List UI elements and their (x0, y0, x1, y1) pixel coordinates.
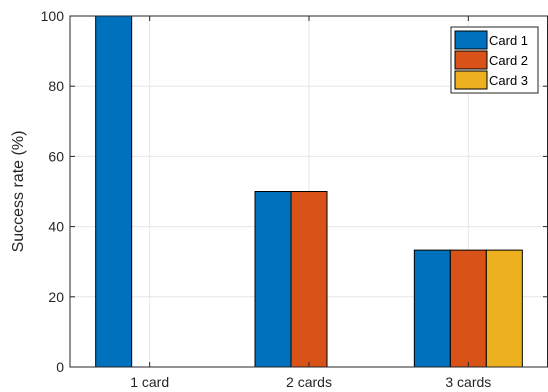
legend-swatch (454, 30, 488, 50)
y-tick-label: 40 (48, 219, 64, 235)
y-tick-label: 60 (48, 148, 64, 164)
x-tick-label: 1 card (130, 374, 169, 390)
axis-ticks: 0 20 40 60 80 100 1 card 2 cards 3 cards (41, 8, 548, 390)
x-tick-label: 2 cards (286, 374, 332, 390)
bar-card-3-2 (485, 249, 523, 368)
y-tick-label: 100 (41, 8, 65, 24)
bars (95, 15, 523, 368)
legend-swatch (454, 50, 488, 70)
bar-card-1-1 (254, 191, 292, 368)
bar-card-2-1 (290, 191, 328, 368)
x-tick-label: 3 cards (445, 374, 491, 390)
y-tick-label: 80 (48, 78, 64, 94)
bar-card-2-2 (449, 249, 487, 368)
legend: Card 1 Card 2 Card 3 (450, 26, 539, 94)
y-axis-label: Success rate (%) (10, 131, 27, 253)
bar-card-1-0 (95, 15, 133, 368)
y-tick-label: 0 (56, 359, 64, 375)
legend-entry: Card 2 (489, 53, 528, 68)
legend-entry: Card 1 (489, 33, 528, 48)
legend-swatch (454, 70, 488, 90)
y-tick-label: 20 (48, 289, 64, 305)
legend-entry: Card 3 (489, 73, 528, 88)
bar-card-1-2 (413, 249, 451, 368)
